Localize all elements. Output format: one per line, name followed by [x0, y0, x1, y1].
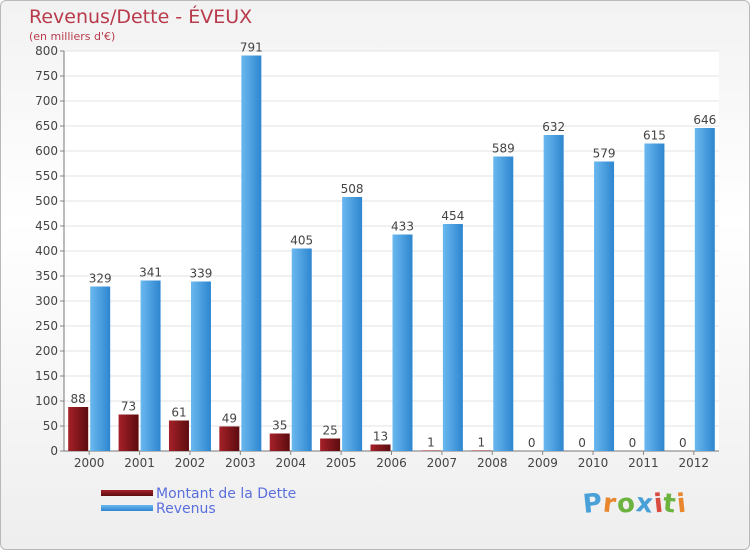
- bar-debt: [420, 450, 441, 451]
- data-label-debt: 61: [171, 406, 186, 420]
- data-label-debt: 35: [272, 419, 287, 433]
- x-tick-label: 2001: [124, 456, 155, 470]
- logo-letter: i: [675, 488, 689, 520]
- x-tick-label: 2010: [578, 456, 609, 470]
- bar-debt: [118, 414, 139, 451]
- x-tick-label: 2009: [527, 456, 558, 470]
- y-tick-label: 750: [35, 69, 58, 83]
- data-label-revenue: 646: [693, 113, 716, 127]
- legend-label-revenue: Revenus: [156, 501, 216, 517]
- data-label-revenue: 339: [190, 267, 213, 281]
- x-tick-label: 2000: [74, 456, 105, 470]
- data-label-revenue: 615: [643, 129, 666, 143]
- legend-swatch-debt: [101, 490, 153, 496]
- data-label-debt: 0: [578, 436, 586, 450]
- data-label-revenue: 791: [240, 41, 263, 55]
- x-tick-label: 2003: [225, 456, 256, 470]
- y-tick-label: 250: [35, 319, 58, 333]
- data-label-debt: 73: [121, 400, 136, 414]
- y-tick-label: 300: [35, 294, 58, 308]
- data-label-revenue: 454: [441, 209, 464, 223]
- chart-subtitle: (en milliers d'€): [29, 30, 116, 43]
- y-tick-label: 350: [35, 269, 58, 283]
- bar-debt: [370, 444, 391, 451]
- data-label-debt: 88: [71, 392, 86, 406]
- y-tick-label: 700: [35, 94, 58, 108]
- data-label-revenue: 579: [593, 147, 616, 161]
- y-tick-label: 650: [35, 119, 58, 133]
- data-label-revenue: 329: [89, 272, 112, 286]
- bar-revenue: [241, 55, 262, 451]
- bar-revenue: [291, 248, 312, 451]
- legend-label-debt: Montant de la Dette: [156, 486, 297, 502]
- bar-revenue: [594, 161, 615, 451]
- y-tick-label: 0: [50, 444, 58, 458]
- y-tick-label: 50: [43, 419, 58, 433]
- bar-revenue: [342, 197, 363, 451]
- bar-revenue: [442, 224, 463, 451]
- data-label-debt: 49: [222, 412, 237, 426]
- chart-title: Revenus/Dette - ÉVEUX: [29, 6, 253, 28]
- data-label-revenue: 405: [290, 234, 313, 248]
- x-tick-label: 2002: [175, 456, 206, 470]
- bar-revenue: [190, 281, 211, 451]
- data-label-debt: 25: [322, 424, 337, 438]
- data-label-debt: 1: [427, 436, 435, 450]
- x-tick-label: 2007: [427, 456, 458, 470]
- x-tick-label: 2012: [679, 456, 710, 470]
- bar-revenue: [392, 234, 413, 451]
- y-tick-label: 500: [35, 194, 58, 208]
- data-label-revenue: 632: [542, 120, 565, 134]
- y-tick-label: 800: [35, 44, 58, 58]
- data-label-debt: 0: [528, 436, 536, 450]
- data-label-debt: 0: [679, 436, 687, 450]
- data-label-debt: 13: [373, 430, 388, 444]
- data-label-revenue: 433: [391, 220, 414, 234]
- bar-revenue: [694, 128, 715, 451]
- bar-debt: [320, 438, 341, 451]
- y-tick-label: 400: [35, 244, 58, 258]
- x-tick-label: 2008: [477, 456, 508, 470]
- x-tick-label: 2005: [326, 456, 357, 470]
- bar-debt: [168, 420, 189, 451]
- bar-revenue: [543, 135, 564, 451]
- y-tick-label: 450: [35, 219, 58, 233]
- y-tick-label: 550: [35, 169, 58, 183]
- data-label-revenue: 341: [139, 266, 162, 280]
- data-label-revenue: 589: [492, 142, 515, 156]
- y-tick-label: 600: [35, 144, 58, 158]
- bar-debt: [269, 433, 290, 451]
- x-tick-label: 2004: [275, 456, 306, 470]
- bar-debt: [219, 426, 240, 451]
- data-label-debt: 0: [629, 436, 637, 450]
- y-tick-label: 100: [35, 394, 58, 408]
- bar-revenue: [140, 280, 161, 451]
- y-tick-label: 200: [35, 344, 58, 358]
- y-tick-label: 150: [35, 369, 58, 383]
- x-tick-label: 2006: [376, 456, 407, 470]
- data-label-revenue: 508: [341, 182, 364, 196]
- bar-revenue: [493, 156, 514, 451]
- x-tick-label: 2011: [628, 456, 659, 470]
- bar-debt: [68, 407, 89, 451]
- legend-swatch-revenue: [101, 505, 153, 511]
- bar-revenue: [644, 143, 665, 451]
- bar-revenue: [90, 286, 111, 451]
- proxiti-logo: Proxiti: [581, 488, 689, 520]
- data-label-debt: 1: [477, 436, 485, 450]
- bar-debt: [471, 450, 492, 451]
